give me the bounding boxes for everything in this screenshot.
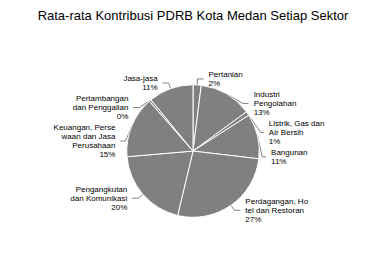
svg-text:Perusahaan: Perusahaan xyxy=(72,141,115,150)
svg-text:Pertambangan: Pertambangan xyxy=(76,94,128,103)
svg-text:dan Komunikasi: dan Komunikasi xyxy=(70,194,127,203)
svg-text:Pertanian: Pertanian xyxy=(209,70,243,79)
svg-text:15%: 15% xyxy=(99,150,115,159)
svg-text:13%: 13% xyxy=(254,108,270,117)
svg-text:Pengangkutan: Pengangkutan xyxy=(76,185,128,194)
svg-text:Jasa-jasa: Jasa-jasa xyxy=(123,74,158,83)
svg-text:1%: 1% xyxy=(269,137,281,146)
svg-text:Pengolahan: Pengolahan xyxy=(254,99,297,108)
svg-text:Bangunan: Bangunan xyxy=(271,148,307,157)
svg-text:27%: 27% xyxy=(245,215,261,224)
svg-text:Listrik, Gas dan: Listrik, Gas dan xyxy=(269,119,325,128)
svg-text:Keuangan, Perse: Keuangan, Perse xyxy=(54,123,116,132)
svg-text:20%: 20% xyxy=(111,203,127,212)
svg-text:Air Bersih: Air Bersih xyxy=(269,128,304,137)
svg-text:waan dan Jasa: waan dan Jasa xyxy=(61,132,116,141)
svg-text:dan Penggalian: dan Penggalian xyxy=(73,103,129,112)
svg-text:0%: 0% xyxy=(117,112,129,121)
svg-text:2%: 2% xyxy=(209,79,221,88)
svg-text:11%: 11% xyxy=(271,157,286,166)
svg-text:Rata-rata Kontribusi PDRB Kota: Rata-rata Kontribusi PDRB Kota Medan Set… xyxy=(38,8,349,23)
svg-text:Industri: Industri xyxy=(254,90,280,99)
svg-text:Perdagangan, Ho: Perdagangan, Ho xyxy=(245,197,308,206)
svg-text:tel dan Restoran: tel dan Restoran xyxy=(245,206,304,215)
svg-text:11%: 11% xyxy=(142,83,157,92)
